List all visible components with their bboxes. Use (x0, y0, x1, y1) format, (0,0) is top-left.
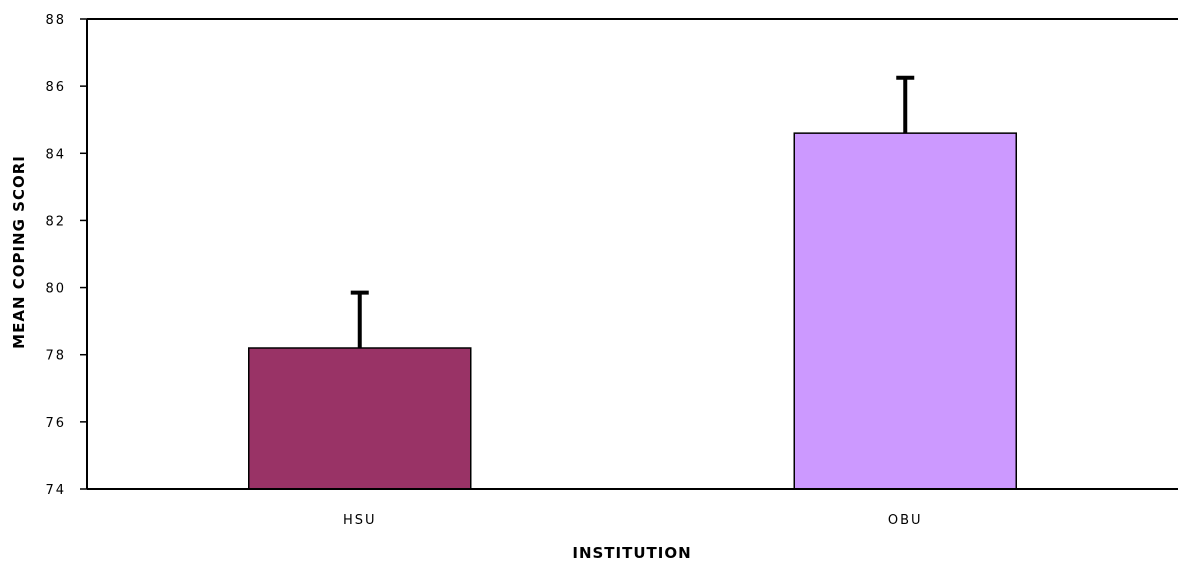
y-tick-label-84: 84 (45, 147, 66, 162)
y-axis-title: MEAN COPING SCORI (10, 155, 28, 349)
y-tick-label-78: 78 (45, 349, 66, 364)
bar-obu (793, 132, 1017, 490)
error-bars-group (350, 75, 915, 348)
axes-group (86, 18, 1178, 490)
y-tick-label-86: 86 (45, 80, 66, 95)
y-ticks-group: 74 76 78 80 82 84 86 88 (45, 13, 87, 498)
x-tick-label-hsu: HSU (343, 513, 377, 528)
x-axis-title: INSTITUTION (572, 544, 691, 562)
y-tick-label-82: 82 (45, 214, 66, 229)
y-tick-label-76: 76 (45, 416, 66, 431)
bars-group (248, 132, 1017, 490)
x-ticks-group: HSU OBU (343, 513, 923, 528)
y-tick-label-88: 88 (45, 13, 66, 28)
y-tick-label-74: 74 (45, 483, 66, 498)
y-tick-label-80: 80 (45, 282, 66, 297)
x-tick-label-obu: OBU (888, 513, 923, 528)
bar-hsu (248, 347, 472, 490)
